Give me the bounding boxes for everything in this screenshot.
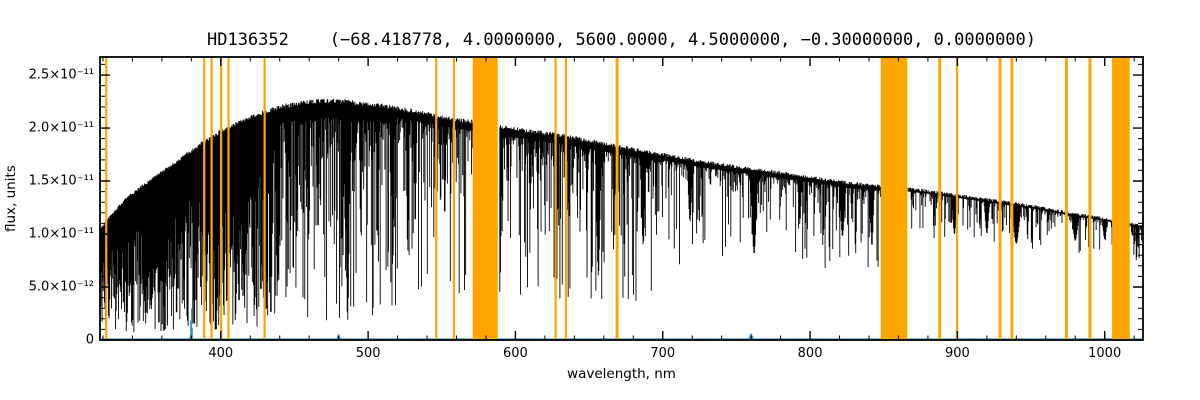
x-tick-label: 500 (355, 346, 381, 361)
x-tick-label: 1000 (1088, 346, 1122, 361)
chart-title: HD136352 (−68.418778, 4.0000000, 5600.00… (206, 30, 1037, 50)
x-tick-label: 900 (944, 346, 970, 361)
y-tick-label: 1.5×10⁻¹¹ (28, 173, 94, 189)
y-tick-label: 0 (85, 332, 94, 348)
x-tick-label: 400 (208, 346, 234, 361)
x-tick-label: 600 (503, 346, 528, 361)
x-tick-label: 700 (650, 346, 676, 361)
y-tick-label: 1.0×10⁻¹¹ (28, 226, 94, 242)
x-tick-label: 800 (797, 346, 823, 361)
y-tick-label: 5.0×10⁻¹² (28, 279, 94, 295)
x-axis-label: wavelength, nm (567, 366, 676, 382)
y-tick-label: 2.5×10⁻¹¹ (28, 67, 94, 83)
y-axis-label: flux, units (3, 165, 19, 232)
y-tick-label: 2.0×10⁻¹¹ (28, 120, 94, 136)
